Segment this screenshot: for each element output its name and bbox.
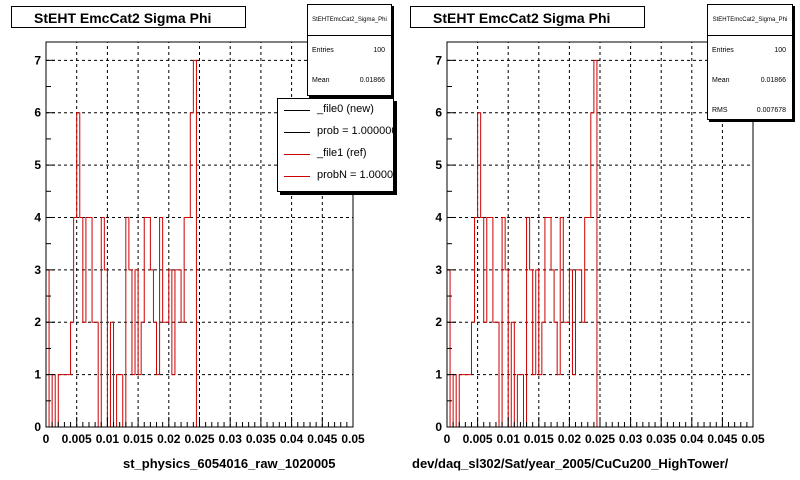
x-tick-label: 0.035 xyxy=(246,432,276,446)
x-tick-label: 0.035 xyxy=(646,432,676,446)
x-tick-label: 0.03 xyxy=(219,432,243,446)
x-tick-label: 0.02 xyxy=(157,432,181,446)
right-x-axis-label: dev/daq_sl302/Sat/year_2005/CuCu200_High… xyxy=(412,456,729,471)
y-tick-label: 6 xyxy=(435,106,442,120)
legend-swatch xyxy=(284,176,310,177)
stats-value: 0.01866 xyxy=(760,77,786,84)
stats-label: Mean xyxy=(712,77,730,84)
y-tick-label: 1 xyxy=(34,368,41,382)
legend-label: probN = 1.000000 xyxy=(317,169,394,181)
x-tick-label: 0.04 xyxy=(280,432,304,446)
y-tick-label: 2 xyxy=(435,315,442,329)
left-stats-box: StEHTEmcCat2_Sigma_Phi Entries 100 Mean … xyxy=(307,4,392,96)
x-tick-label: 0.05 xyxy=(741,432,765,446)
y-tick-label: 4 xyxy=(34,210,41,224)
left-pad-title: StEHT EmcCat2 Sigma Phi xyxy=(11,6,246,28)
y-tick-label: 0 xyxy=(34,420,41,434)
x-tick-label: 0.005 xyxy=(62,432,92,446)
stats-label: RMS xyxy=(712,107,728,114)
stats-value: 100 xyxy=(373,47,385,54)
x-tick-label: 0.05 xyxy=(341,432,365,446)
stats-label: Entries xyxy=(312,47,334,54)
legend-swatch xyxy=(284,132,310,133)
stats-row-entries: Entries 100 xyxy=(308,36,391,66)
x-tick-label: 0.025 xyxy=(585,432,615,446)
stats-title: StEHTEmcCat2_Sigma_Phi xyxy=(708,5,792,36)
stats-label: Entries xyxy=(712,47,734,54)
y-tick-label: 2 xyxy=(34,315,41,329)
y-tick-label: 3 xyxy=(435,263,442,277)
left-x-axis-label: st_physics_6054016_raw_1020005 xyxy=(123,456,336,471)
y-tick-label: 6 xyxy=(34,106,41,120)
right-pad-title: StEHT EmcCat2 Sigma Phi xyxy=(410,6,645,28)
legend-box: _file0 (new) prob = 1.000000 _file1 (ref… xyxy=(277,98,394,192)
x-tick-label: 0.01 xyxy=(497,432,521,446)
y-tick-label: 5 xyxy=(34,158,41,172)
legend-label: prob = 1.000000 xyxy=(317,125,394,137)
stats-row-rms: RMS 0.007678 xyxy=(708,96,792,126)
x-tick-label: 0.01 xyxy=(96,432,120,446)
stats-row-mean: Mean 0.01866 xyxy=(308,66,391,96)
y-tick-label: 4 xyxy=(435,210,442,224)
legend-item: _file1 (ref) xyxy=(278,143,393,165)
stats-value: 0.01866 xyxy=(359,77,385,84)
y-tick-label: 3 xyxy=(34,263,41,277)
legend-label: _file1 (ref) xyxy=(317,147,367,159)
legend-swatch xyxy=(284,110,310,111)
stats-value: 100 xyxy=(774,47,786,54)
legend-label: _file0 (new) xyxy=(317,103,374,115)
right-stats-box: StEHTEmcCat2_Sigma_Phi Entries 100 Mean … xyxy=(707,4,793,120)
stats-title: StEHTEmcCat2_Sigma_Phi xyxy=(308,5,391,36)
x-tick-label: 0.015 xyxy=(524,432,554,446)
legend-item: _file0 (new) xyxy=(278,99,393,121)
y-tick-label: 7 xyxy=(34,53,41,67)
stats-value: 0.007678 xyxy=(756,107,786,114)
x-tick-label: 0.045 xyxy=(707,432,737,446)
legend-item: probN = 1.000000 xyxy=(278,165,394,187)
y-tick-label: 1 xyxy=(435,368,442,382)
x-tick-label: 0.025 xyxy=(184,432,214,446)
x-tick-label: 0 xyxy=(444,432,451,446)
x-tick-label: 0.04 xyxy=(680,432,704,446)
stats-row-entries: Entries 100 xyxy=(708,36,792,66)
x-tick-label: 0.02 xyxy=(558,432,582,446)
x-tick-label: 0.03 xyxy=(619,432,643,446)
y-tick-label: 7 xyxy=(435,53,442,67)
legend-item: prob = 1.000000 xyxy=(278,121,394,143)
stats-row-mean: Mean 0.01866 xyxy=(708,66,792,96)
x-tick-label: 0.015 xyxy=(123,432,153,446)
y-tick-label: 5 xyxy=(435,158,442,172)
y-tick-label: 0 xyxy=(435,420,442,434)
stats-label: Mean xyxy=(312,77,330,84)
x-tick-label: 0.045 xyxy=(307,432,337,446)
x-tick-label: 0.005 xyxy=(463,432,493,446)
x-tick-label: 0 xyxy=(43,432,50,446)
legend-swatch xyxy=(284,154,310,155)
